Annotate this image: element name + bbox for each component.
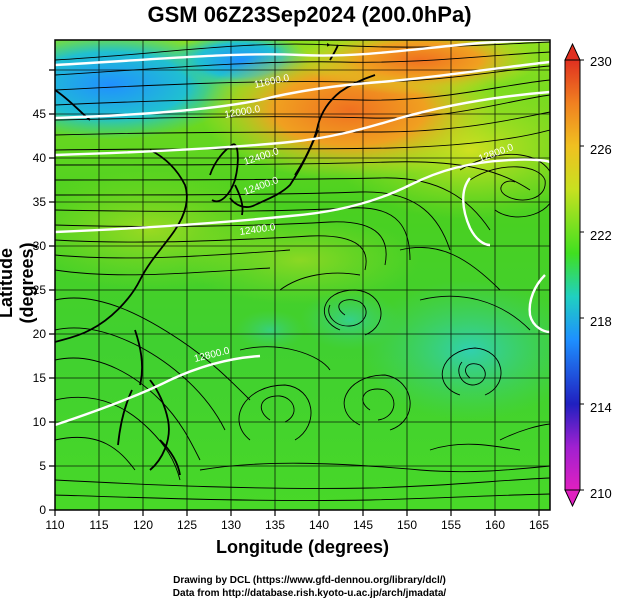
y-tick-label: 45 <box>33 107 47 121</box>
x-tick-label: 160 <box>485 518 505 532</box>
colorbar-max-arrow <box>564 42 581 61</box>
colorbar-tick-label: 218 <box>590 314 612 329</box>
height-contours <box>55 40 550 427</box>
y-tick-label: 30 <box>33 239 47 253</box>
colorbar-tick-label: 222 <box>590 228 612 243</box>
x-tick-label: 120 <box>133 518 153 532</box>
y-tick-label: 0 <box>39 503 46 517</box>
y-tick-label: 5 <box>39 459 46 473</box>
x-tick-label: 150 <box>397 518 417 532</box>
credit-drawing: Drawing by DCL (https://www.gfd-dennou.o… <box>173 575 446 586</box>
x-tick-label: 135 <box>265 518 285 532</box>
colorbar-scale <box>564 59 581 491</box>
x-tick-label: 145 <box>353 518 373 532</box>
credit-data: Data from http://database.rish.kyoto-u.a… <box>172 588 447 599</box>
contour-label: 12400.0 <box>239 222 277 238</box>
colorbar: 210 214 218 222 226 230 <box>564 42 612 508</box>
y-tick-labels: 0 5 10 15 20 25 30 35 40 45 <box>33 107 47 517</box>
y-tick-label: 10 <box>33 415 47 429</box>
coastlines <box>55 44 376 476</box>
colorbar-tick-label: 214 <box>590 400 612 415</box>
colorbar-tick-label: 210 <box>590 486 612 501</box>
x-axis-label: Longitude (degrees) <box>215 537 389 557</box>
colorbar-min-arrow <box>564 489 581 508</box>
colorbar-tick-label: 226 <box>590 142 612 157</box>
x-tick-label: 130 <box>221 518 241 532</box>
y-tick-label: 25 <box>33 283 47 297</box>
axis-ticks <box>49 69 540 516</box>
plot-frame <box>54 39 551 511</box>
x-tick-labels: 110 115 120 125 130 135 140 145 150 155 … <box>45 518 549 532</box>
x-tick-label: 110 <box>45 518 64 532</box>
chart-title: GSM 06Z23Sep2024 (200.0hPa) <box>147 2 472 27</box>
x-tick-label: 125 <box>177 518 197 532</box>
temperature-field <box>55 40 550 510</box>
x-tick-label: 140 <box>309 518 329 532</box>
x-tick-label: 155 <box>441 518 461 532</box>
y-tick-label: 20 <box>33 327 47 341</box>
x-tick-label: 115 <box>89 518 108 532</box>
y-axis-label: Latitude (degrees) <box>0 242 37 324</box>
y-tick-label: 40 <box>33 151 47 165</box>
streamlines <box>55 41 550 501</box>
y-tick-label: 15 <box>33 371 47 385</box>
y-tick-label: 35 <box>33 195 47 209</box>
colorbar-tick-label: 230 <box>590 54 612 69</box>
x-tick-label: 165 <box>529 518 549 532</box>
